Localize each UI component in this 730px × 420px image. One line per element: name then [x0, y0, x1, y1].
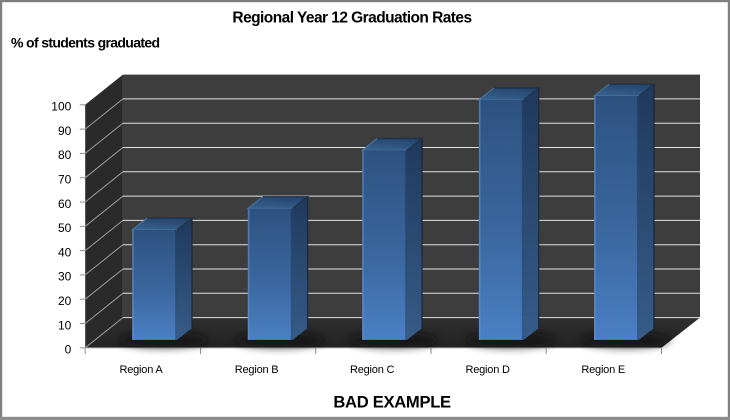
svg-text:80: 80: [58, 148, 72, 162]
svg-text:% of students graduated: % of students graduated: [11, 34, 159, 50]
svg-text:Region A: Region A: [119, 364, 163, 376]
svg-text:70: 70: [58, 173, 72, 187]
svg-text:Region B: Region B: [235, 364, 279, 376]
svg-text:90: 90: [58, 124, 72, 138]
svg-text:Region D: Region D: [465, 364, 510, 376]
svg-text:30: 30: [58, 270, 72, 284]
svg-text:0: 0: [65, 343, 72, 357]
svg-text:Region C: Region C: [350, 364, 395, 376]
svg-text:100: 100: [51, 100, 71, 114]
svg-text:Region E: Region E: [581, 364, 625, 376]
svg-text:Regional Year 12 Graduation Ra: Regional Year 12 Graduation Rates: [232, 9, 471, 26]
svg-text:60: 60: [58, 197, 72, 211]
svg-text:10: 10: [58, 318, 72, 332]
svg-text:50: 50: [58, 221, 72, 235]
svg-text:BAD EXAMPLE: BAD EXAMPLE: [333, 393, 451, 412]
svg-text:40: 40: [58, 245, 72, 259]
svg-text:20: 20: [58, 294, 72, 308]
